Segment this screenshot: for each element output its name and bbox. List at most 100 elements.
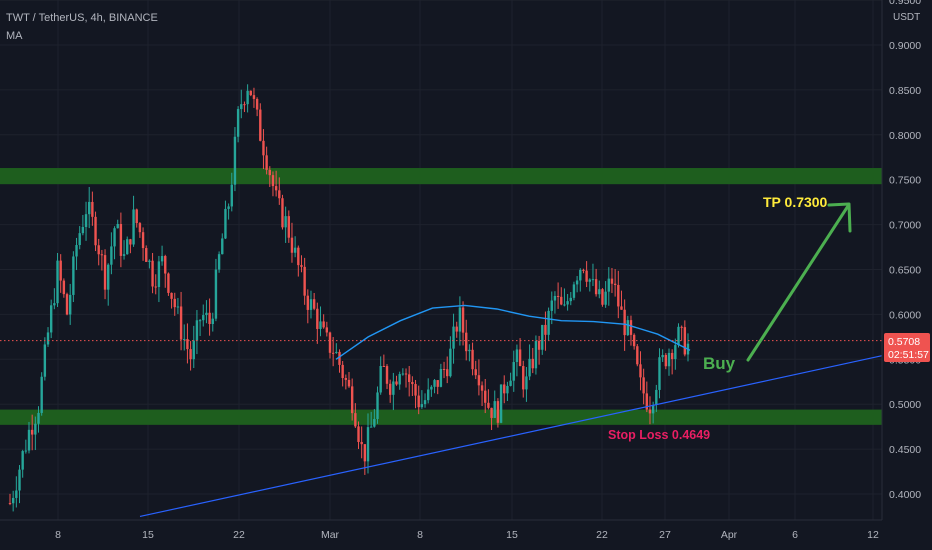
time-tick-label: 8 bbox=[55, 529, 61, 541]
candle-body bbox=[363, 444, 367, 462]
candle-body bbox=[230, 184, 233, 207]
candle-body bbox=[525, 376, 528, 390]
candle-body bbox=[303, 266, 306, 296]
time-tick-label: Apr bbox=[721, 529, 738, 541]
candle-body bbox=[680, 326, 683, 328]
candle-body bbox=[325, 327, 329, 333]
candle-body bbox=[91, 201, 94, 217]
time-tick-label: 8 bbox=[417, 529, 423, 541]
candle-body bbox=[211, 318, 214, 325]
candle-body bbox=[477, 375, 481, 386]
candle-body bbox=[27, 429, 31, 451]
candle-body bbox=[347, 379, 351, 387]
candle-body bbox=[598, 289, 601, 295]
candle-body bbox=[37, 412, 40, 424]
candle-body bbox=[189, 349, 192, 360]
candle-body bbox=[233, 136, 237, 185]
arrow-head bbox=[827, 202, 852, 233]
candle-body bbox=[107, 264, 110, 290]
candle-body bbox=[122, 254, 126, 256]
price-tick-label: 0.6500 bbox=[889, 265, 921, 277]
candle-body bbox=[617, 284, 620, 307]
candle-body bbox=[449, 348, 452, 377]
candle-body bbox=[636, 346, 639, 365]
candle-body bbox=[537, 340, 541, 350]
candle-body bbox=[677, 326, 680, 346]
candle-body bbox=[613, 283, 617, 285]
candle-body bbox=[46, 332, 50, 345]
candle-body bbox=[21, 451, 24, 470]
candle-body bbox=[214, 269, 218, 319]
candle-body bbox=[547, 310, 550, 335]
candle-body bbox=[78, 233, 81, 246]
candle-body bbox=[360, 441, 363, 445]
price-tick-label: 0.7500 bbox=[889, 175, 921, 187]
candle-body bbox=[484, 390, 487, 403]
candle-body bbox=[648, 409, 652, 414]
candle-body bbox=[639, 364, 642, 378]
candle-body bbox=[632, 334, 636, 347]
last-price-tag bbox=[884, 333, 930, 362]
candle-body bbox=[49, 305, 53, 333]
candle-body bbox=[255, 98, 259, 110]
candle-body bbox=[588, 279, 591, 282]
candle-body bbox=[173, 298, 176, 308]
symbol-title[interactable]: TWT / TetherUS, 4h, BINANCE bbox=[6, 12, 158, 24]
moving-average-line bbox=[335, 304, 691, 360]
buy-label: Buy bbox=[703, 354, 736, 373]
candle-body bbox=[385, 366, 389, 384]
candle-body bbox=[604, 291, 607, 305]
candle-body bbox=[56, 260, 59, 304]
currency-unit[interactable]: USDT bbox=[893, 12, 921, 23]
candle-body bbox=[160, 256, 164, 262]
price-tick-label: 0.5000 bbox=[889, 399, 921, 411]
candle-body bbox=[116, 223, 119, 229]
candle-body bbox=[227, 206, 230, 209]
candle-body bbox=[566, 301, 569, 305]
candle-body bbox=[341, 364, 344, 379]
candle-body bbox=[620, 306, 623, 310]
candle-body bbox=[455, 326, 458, 332]
candle-body bbox=[262, 140, 265, 156]
candle-body bbox=[404, 373, 408, 375]
candle-body bbox=[287, 216, 291, 238]
time-tick-label: 15 bbox=[142, 529, 154, 541]
candle-body bbox=[243, 104, 246, 106]
candle-body bbox=[499, 384, 503, 423]
time-tick-label: 6 bbox=[792, 529, 798, 541]
candle-body bbox=[354, 413, 357, 427]
price-axis-background[interactable] bbox=[882, 0, 932, 520]
candle-body bbox=[563, 304, 566, 306]
candle-body bbox=[490, 407, 493, 418]
take-profit-label: TP 0.7300 bbox=[763, 194, 828, 210]
time-axis-background[interactable] bbox=[0, 520, 882, 550]
candle-body bbox=[607, 278, 610, 292]
indicator-label[interactable]: MA bbox=[6, 30, 23, 42]
candle-body bbox=[369, 426, 373, 428]
candle-body bbox=[544, 324, 547, 335]
candle-body bbox=[594, 279, 598, 295]
candle-body bbox=[217, 254, 221, 270]
candle-body bbox=[655, 389, 658, 406]
candle-body bbox=[430, 386, 433, 390]
candle-body bbox=[268, 169, 271, 176]
candle-body bbox=[53, 303, 56, 306]
candle-body bbox=[427, 389, 430, 401]
candle-body bbox=[493, 401, 496, 418]
candle-body bbox=[154, 286, 157, 288]
candle-body bbox=[401, 373, 405, 375]
candle-body bbox=[126, 239, 129, 255]
candle-body bbox=[167, 273, 170, 293]
price-tick-label: 0.8500 bbox=[889, 85, 921, 97]
candle-body bbox=[661, 354, 664, 358]
candle-body bbox=[480, 385, 484, 391]
candle-body bbox=[34, 423, 37, 435]
candle-body bbox=[259, 109, 262, 141]
candle-body bbox=[423, 400, 427, 405]
candle-body bbox=[541, 324, 544, 350]
candle-body bbox=[297, 247, 300, 266]
candle-body bbox=[503, 384, 506, 394]
candle-body bbox=[610, 278, 614, 284]
candle-body bbox=[202, 315, 205, 321]
